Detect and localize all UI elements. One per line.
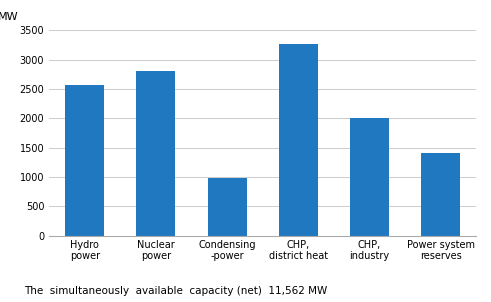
Bar — [350, 117, 389, 236]
Bar — [65, 85, 104, 236]
Text: The  simultaneously  available  capacity (net)  11,562 MW: The simultaneously available capacity (n… — [25, 286, 328, 296]
Bar — [208, 178, 246, 236]
Bar — [421, 153, 460, 236]
Bar — [136, 71, 175, 236]
Text: MW: MW — [0, 12, 19, 22]
Bar — [279, 44, 318, 236]
